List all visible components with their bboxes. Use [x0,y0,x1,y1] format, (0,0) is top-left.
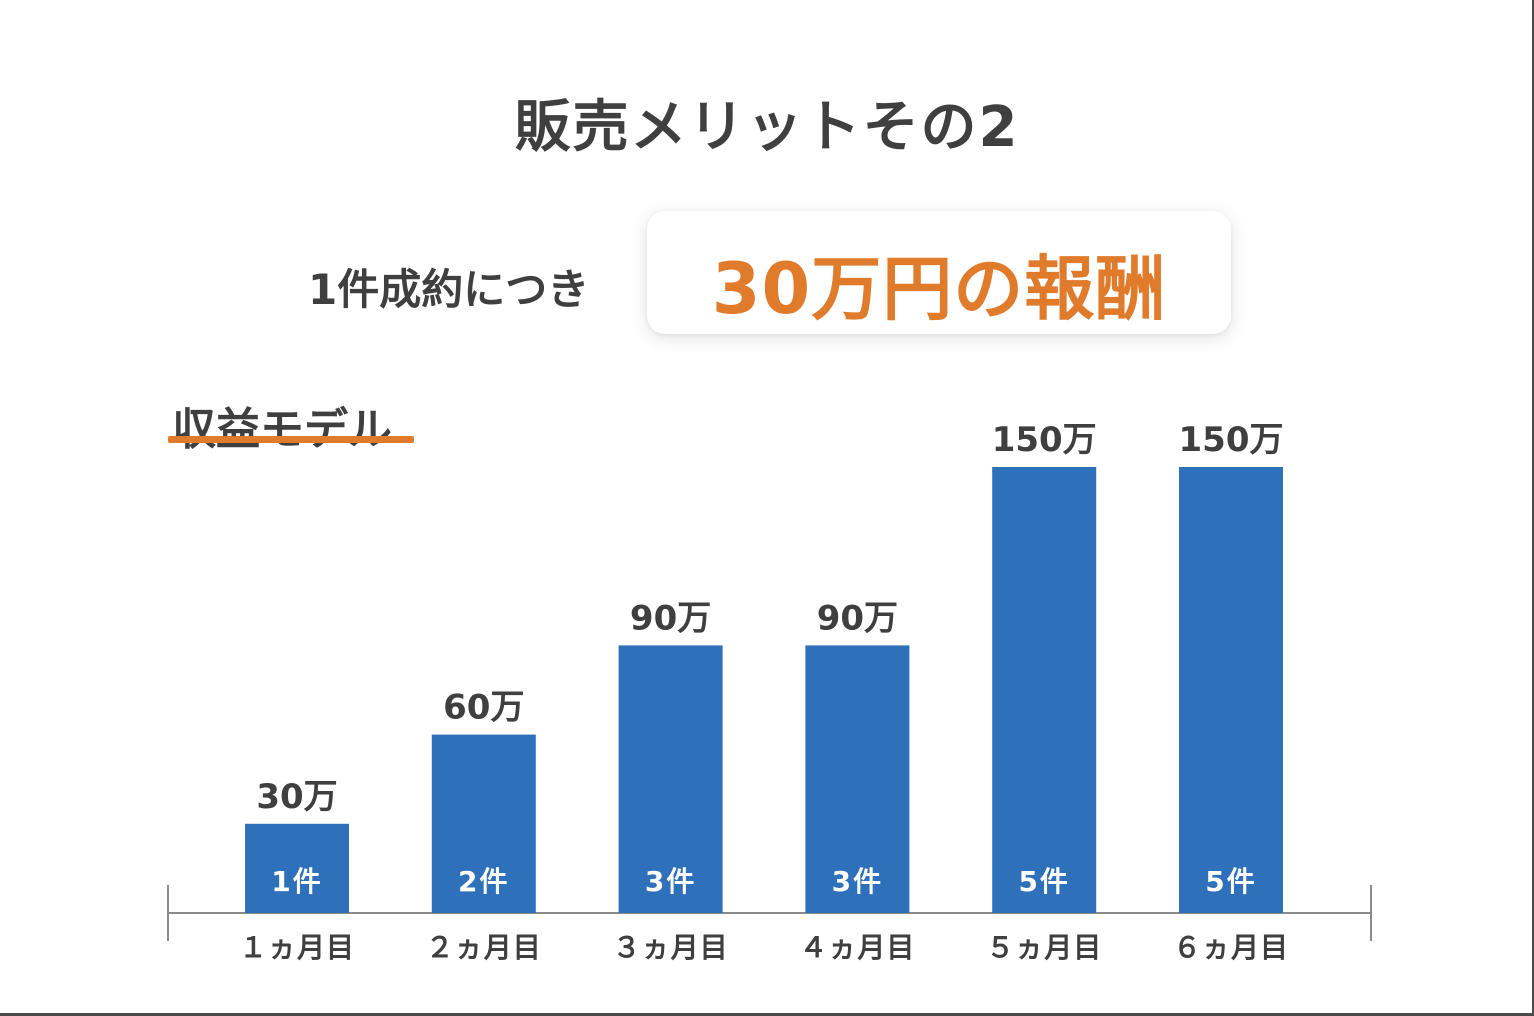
bar-count-label-3: 3件 [645,865,696,898]
value-label-5: 150万 [992,420,1097,460]
bar-2 [431,734,536,913]
bar-4 [805,645,910,913]
category-label-5: ５ヵ月目 [986,931,1102,964]
bar-6 [1179,467,1283,913]
bar-1 [245,823,349,913]
value-label-6: 150万 [1179,420,1284,460]
value-label-4: 90万 [817,598,898,638]
lead-text: 1件成約につき [308,265,590,314]
bar-3 [618,645,723,913]
category-label-4: ４ヵ月目 [799,931,915,964]
bar-count-label-2: 2件 [458,865,509,898]
bar-count-label-4: 3件 [832,865,883,898]
bar-count-label-5: 5件 [1018,865,1069,898]
category-label-2: ２ヵ月目 [426,931,542,964]
value-label-1: 30万 [256,777,337,817]
category-label-1: １ヵ月目 [239,931,355,964]
category-label-3: ３ヵ月目 [613,931,729,964]
category-label-6: ６ヵ月目 [1173,931,1289,964]
reward-highlight-box: 30万円の報酬 [647,211,1231,334]
bar-5 [992,467,1097,913]
value-label-2: 60万 [443,688,524,728]
page-title: 販売メリットその2 [514,95,1020,160]
value-label-3: 90万 [630,598,711,638]
reward-highlight-text: 30万円の報酬 [711,248,1167,330]
bar-count-label-1: 1件 [271,865,322,898]
section-underline [168,436,414,443]
section-label: 収益モデル [172,404,392,455]
bar-count-label-6: 5件 [1205,865,1256,898]
